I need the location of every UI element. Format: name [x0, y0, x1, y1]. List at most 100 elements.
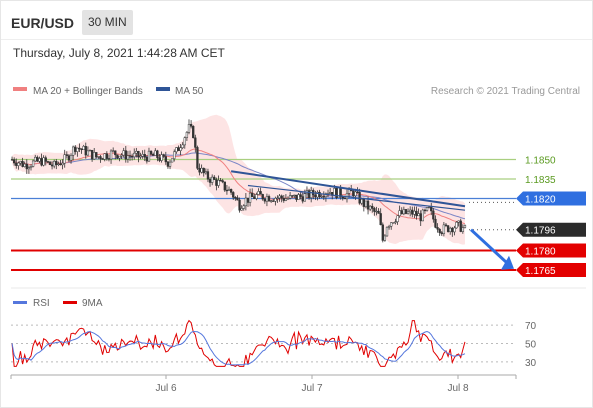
- rsi-tick-label: 30: [525, 358, 537, 369]
- trend-line-lower: [247, 184, 466, 211]
- candle-body: [345, 193, 349, 200]
- candle-body: [366, 200, 370, 210]
- candle-body: [213, 176, 216, 180]
- candle-body: [23, 163, 26, 167]
- candle-body: [322, 196, 325, 198]
- candle-body: [173, 151, 176, 159]
- candle-body: [50, 164, 54, 167]
- candle-body: [381, 224, 384, 241]
- candle-body: [293, 194, 296, 197]
- candle-body: [301, 196, 304, 202]
- bollinger-band: [12, 114, 465, 245]
- candle-body: [303, 193, 307, 202]
- candle-body: [59, 163, 62, 166]
- candle-body: [101, 158, 104, 160]
- candle-body: [217, 180, 220, 186]
- candle-body: [406, 211, 410, 214]
- candle-body: [291, 195, 294, 197]
- candle-body: [253, 196, 256, 199]
- candle-body: [192, 126, 195, 139]
- pivot-tag: [516, 191, 586, 206]
- candle-body: [320, 196, 323, 198]
- candle-body: [288, 195, 292, 199]
- candle-body: [413, 210, 416, 215]
- candle-body: [36, 156, 39, 162]
- candle-body: [267, 196, 271, 202]
- candle-body: [257, 191, 260, 195]
- candle-body: [246, 197, 250, 203]
- ma9-legend-label: 9MA: [82, 298, 103, 309]
- candle-body: [194, 137, 197, 148]
- candle-body: [335, 188, 338, 198]
- candle-body: [229, 189, 233, 193]
- candle-body: [259, 191, 262, 195]
- candle-body: [198, 168, 201, 173]
- candle-body: [299, 194, 302, 197]
- bollinger-band-area: [12, 114, 465, 245]
- resistance-label: 1.1850: [525, 156, 556, 167]
- candle-body: [398, 210, 401, 216]
- candle-body: [263, 198, 266, 202]
- candle-body: [463, 225, 467, 228]
- candle-body: [354, 191, 357, 197]
- rsi-legend-label: RSI: [33, 298, 50, 309]
- candle-body: [181, 144, 184, 149]
- candle-body: [189, 124, 193, 127]
- candle-body: [379, 213, 382, 226]
- candle-body: [438, 228, 441, 233]
- candle-body: [143, 154, 146, 158]
- candle-body: [404, 209, 408, 214]
- ma9-legend-swatch: [63, 301, 77, 304]
- candle-body: [371, 205, 374, 209]
- candle-body: [27, 167, 31, 170]
- candle-body: [446, 225, 450, 232]
- candle-body: [310, 190, 313, 199]
- trend-line-upper: [230, 170, 466, 208]
- candle-body: [204, 171, 207, 174]
- rsi-tick-label: 70: [525, 321, 537, 332]
- candle-body: [34, 156, 37, 162]
- candle-body: [411, 209, 414, 215]
- ma20-legend-label: MA 20 + Bollinger Bands: [33, 86, 143, 97]
- candle-body: [154, 150, 157, 156]
- candle-body: [427, 206, 431, 209]
- candle-body: [112, 150, 115, 152]
- candle-body: [390, 222, 393, 227]
- candle-body: [425, 207, 429, 211]
- candle-body: [156, 150, 159, 159]
- candle-body: [223, 181, 226, 191]
- candle-body: [278, 195, 281, 199]
- candle-body: [177, 147, 180, 151]
- rsi-panel: 70 50 30: [11, 319, 537, 369]
- credit-text: Research © 2021 Trading Central: [431, 86, 580, 97]
- candle-body: [402, 209, 406, 215]
- candle-body: [286, 198, 290, 200]
- candle-body: [360, 199, 363, 204]
- candle-body: [297, 194, 300, 200]
- candle-body: [457, 220, 460, 223]
- candle-body: [415, 210, 418, 217]
- candle-body: [46, 161, 50, 163]
- candle-body: [343, 197, 347, 200]
- timeframe-badge[interactable]: 30 MIN: [82, 10, 133, 35]
- candle-body: [270, 200, 273, 202]
- candle-body: [137, 150, 140, 158]
- candle-body: [149, 150, 153, 155]
- candle-body: [364, 200, 368, 207]
- support-tag: [516, 263, 586, 277]
- candle-body: [202, 167, 205, 174]
- candle-body: [67, 155, 71, 161]
- projection-arrow-head: [501, 255, 514, 270]
- candle-body: [31, 160, 35, 167]
- candle-body: [240, 208, 243, 211]
- x-axis: Jul 6 Jul 7 Jul 8: [10, 375, 517, 394]
- candle-body: [25, 163, 28, 170]
- candle-body: [141, 154, 144, 157]
- candle-body: [206, 171, 210, 180]
- candle-body: [162, 154, 165, 157]
- price-level-labels: 1.1850 1.1835 1.1820 1.1796 1.1780 1.1765: [516, 156, 586, 277]
- chart-header: EUR/USD 30 MIN: [1, 1, 592, 39]
- ma20-line: [11, 148, 466, 225]
- candle-body: [57, 163, 60, 165]
